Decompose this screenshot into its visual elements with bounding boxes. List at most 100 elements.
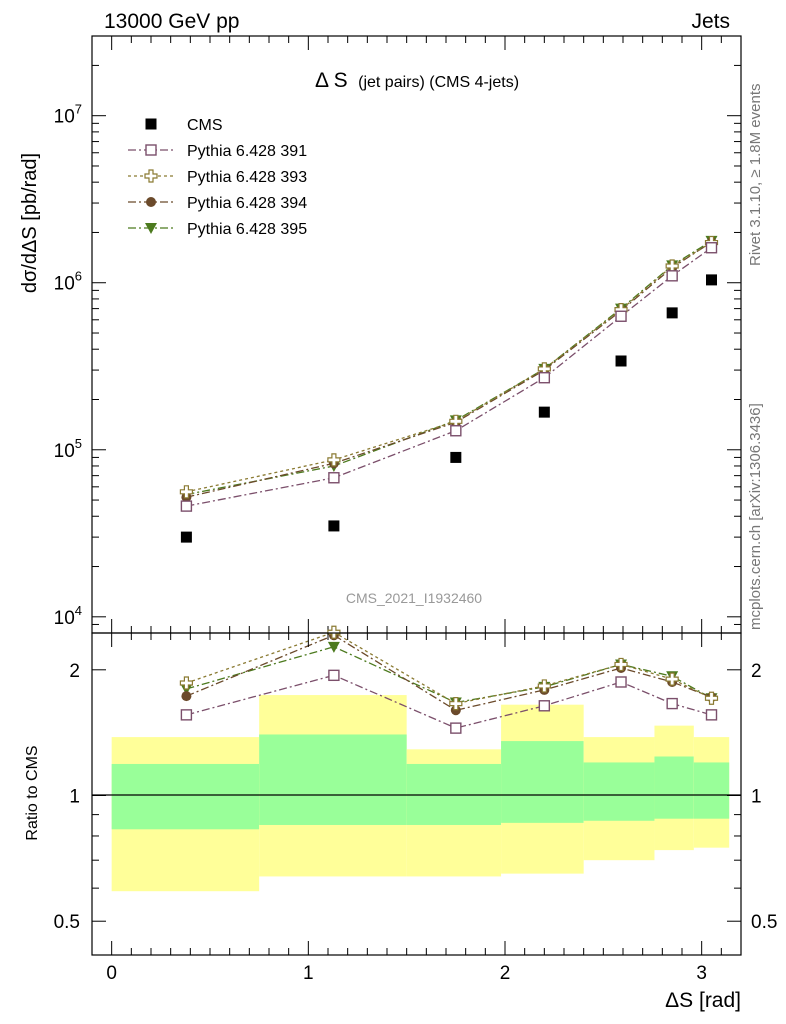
plot-title-main: Δ S [315,69,348,92]
ratio-point-pythia-6-428-393 [665,672,679,686]
ratio-point-pythia-6-428-393 [449,696,463,711]
ratio-point-pythia-6-428-391 [538,700,551,712]
legend-marker [145,118,157,130]
x-tick-label: 0 [106,963,117,984]
ratio-uncertainty-bands [111,695,730,892]
ratio-point-pythia-6-428-391 [705,709,718,721]
ratio-point-pythia-6-428-395 [327,641,340,653]
ratio-y-tick-label: 2 [69,661,80,682]
main-point-cms [328,520,340,532]
main-y-axis: 104 105 106 107 [54,35,741,634]
main-point-pythia-6-428-391 [450,425,462,437]
analysis-watermark: CMS_2021_I1932460 [346,590,482,606]
main-panel: 104 105 106 107 dσ/dΔS [pb/rad] Δ S (jet pa… [19,35,742,634]
main-point-cms [450,451,462,463]
main-point-cms [180,531,192,543]
ratio-band-stat [111,763,260,830]
main-point-cms [615,355,627,367]
legend-label: Pythia 6.428 395 [187,221,307,238]
main-y-tick-label: 105 [54,436,82,462]
ratio-line-pythia-6-428-393 [186,631,712,705]
ratio-series-pythia-6-428-391 [180,669,718,734]
main-point-pythia-6-428-393 [327,453,341,467]
main-point-pythia-6-428-391 [615,310,627,322]
ratio-y-axis: 0.5 0.5 1 1 2 2 [54,661,778,933]
ratio-point-pythia-6-428-393 [537,679,551,693]
main-point-pythia-6-428-391 [538,372,551,384]
ratio-band-stat [501,741,584,823]
ratio-point-pythia-6-428-393 [614,657,628,672]
main-y-axis-label: dσ/dΔS [pb/rad] [19,153,41,293]
legend-marker [146,197,156,207]
main-series-layer [179,235,719,543]
main-point-cms [538,406,550,418]
main-series-pythia-6-428-391 [180,242,718,512]
legend-entry-pythia-6-428-393: Pythia 6.428 393 [128,169,307,186]
ratio-point-pythia-6-428-391 [666,697,678,710]
legend-label: Pythia 6.428 394 [187,195,307,212]
main-series-pythia-6-428-394 [181,237,717,503]
main-point-pythia-6-428-391 [666,270,678,282]
main-series-pythia-6-428-395 [180,235,718,501]
ratio-series-pythia-6-428-393 [179,625,719,711]
legend-marker [144,169,158,183]
mcplots-label: mcplots.cern.ch [arXiv:1306.3436] [747,403,764,630]
main-point-cms [666,307,678,319]
main-point-pythia-6-428-391 [328,472,340,484]
main-line-pythia-6-428-394 [186,241,712,498]
header-energy-label: 13000 GeV pp [104,10,239,33]
main-line-pythia-6-428-393 [186,242,712,493]
ratio-y-tick-label-right: 0.5 [751,912,777,933]
main-series-cms [180,274,717,543]
header-jets-label: Jets [691,10,730,33]
ratio-y-tick-label: 1 [69,787,80,808]
plot-title: Δ S (jet pairs) (CMS 4-jets) [315,69,519,92]
plot-title-sub: (jet pairs) (CMS 4-jets) [358,74,519,91]
ratio-band-stat [583,762,655,821]
main-y-tick-label: 104 [54,603,82,629]
main-point-cms [706,274,717,286]
legend-marker [145,223,157,234]
x-tick-label: 1 [303,963,314,984]
main-line-pythia-6-428-395 [186,240,712,496]
ratio-band-stat [654,756,694,819]
main-y-tick-label: 107 [54,102,82,128]
x-tick-label: 3 [696,963,707,984]
x-axis: 0 1 2 3 [106,633,742,984]
main-line-pythia-6-428-391 [186,247,712,507]
ratio-plot-frame [91,632,742,956]
ratio-y-tick-label-right: 2 [751,661,762,682]
main-point-pythia-6-428-393 [179,485,193,499]
legend-label: Pythia 6.428 393 [187,169,307,186]
ratio-point-pythia-6-428-393 [327,625,341,639]
ratio-series-layer [179,625,719,734]
ratio-point-pythia-6-428-391 [328,669,340,682]
x-tick-label: 2 [500,963,511,984]
main-y-tick-label: 106 [54,269,82,295]
legend-marker [145,144,157,156]
legend-label: Pythia 6.428 391 [187,143,307,160]
main-series-pythia-6-428-393 [179,235,719,499]
ratio-point-pythia-6-428-394 [181,691,192,702]
ratio-point-pythia-6-428-391 [615,676,627,688]
ratio-band-stat [693,762,730,819]
x-axis-label: ΔS [rad] [665,989,741,1012]
legend-entry-pythia-6-428-395: Pythia 6.428 395 [128,221,307,238]
ratio-band-stat [259,734,407,825]
ratio-panel: 0.5 0.5 1 1 2 2 0 1 2 3 Ratio to CMS ΔS [rad] [24,625,778,1012]
main-x-ticks [111,36,742,633]
ratio-y-axis-label: Ratio to CMS [24,745,41,840]
ratio-y-tick-label-right: 1 [751,787,762,808]
main-point-pythia-6-428-391 [180,500,193,512]
ratio-point-pythia-6-428-393 [704,691,719,705]
main-point-pythia-6-428-391 [705,242,718,254]
legend-entry-pythia-6-428-391: Pythia 6.428 391 [128,143,307,160]
ratio-point-pythia-6-428-391 [450,722,462,734]
ratio-point-pythia-6-428-391 [180,709,193,721]
legend-label: CMS [187,117,223,134]
rivet-version-label: Rivet 3.1.10, ≥ 1.8M events [747,84,764,267]
legend: CMS Pythia 6.428 391 Pythia 6.428 393 Pythi… [128,117,307,238]
ratio-point-pythia-6-428-393 [179,676,193,690]
legend-entry-pythia-6-428-394: Pythia 6.428 394 [128,195,307,212]
